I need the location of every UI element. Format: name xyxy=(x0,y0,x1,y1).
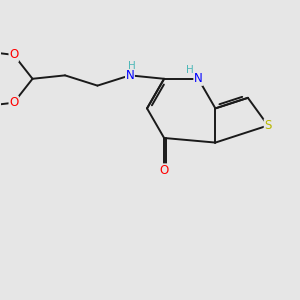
Text: O: O xyxy=(160,164,169,177)
Text: H: H xyxy=(186,65,194,76)
Text: S: S xyxy=(264,119,272,132)
Text: O: O xyxy=(9,48,18,62)
Text: O: O xyxy=(9,96,18,109)
Text: H: H xyxy=(128,61,135,71)
Text: N: N xyxy=(194,72,203,85)
Text: N: N xyxy=(126,69,134,82)
